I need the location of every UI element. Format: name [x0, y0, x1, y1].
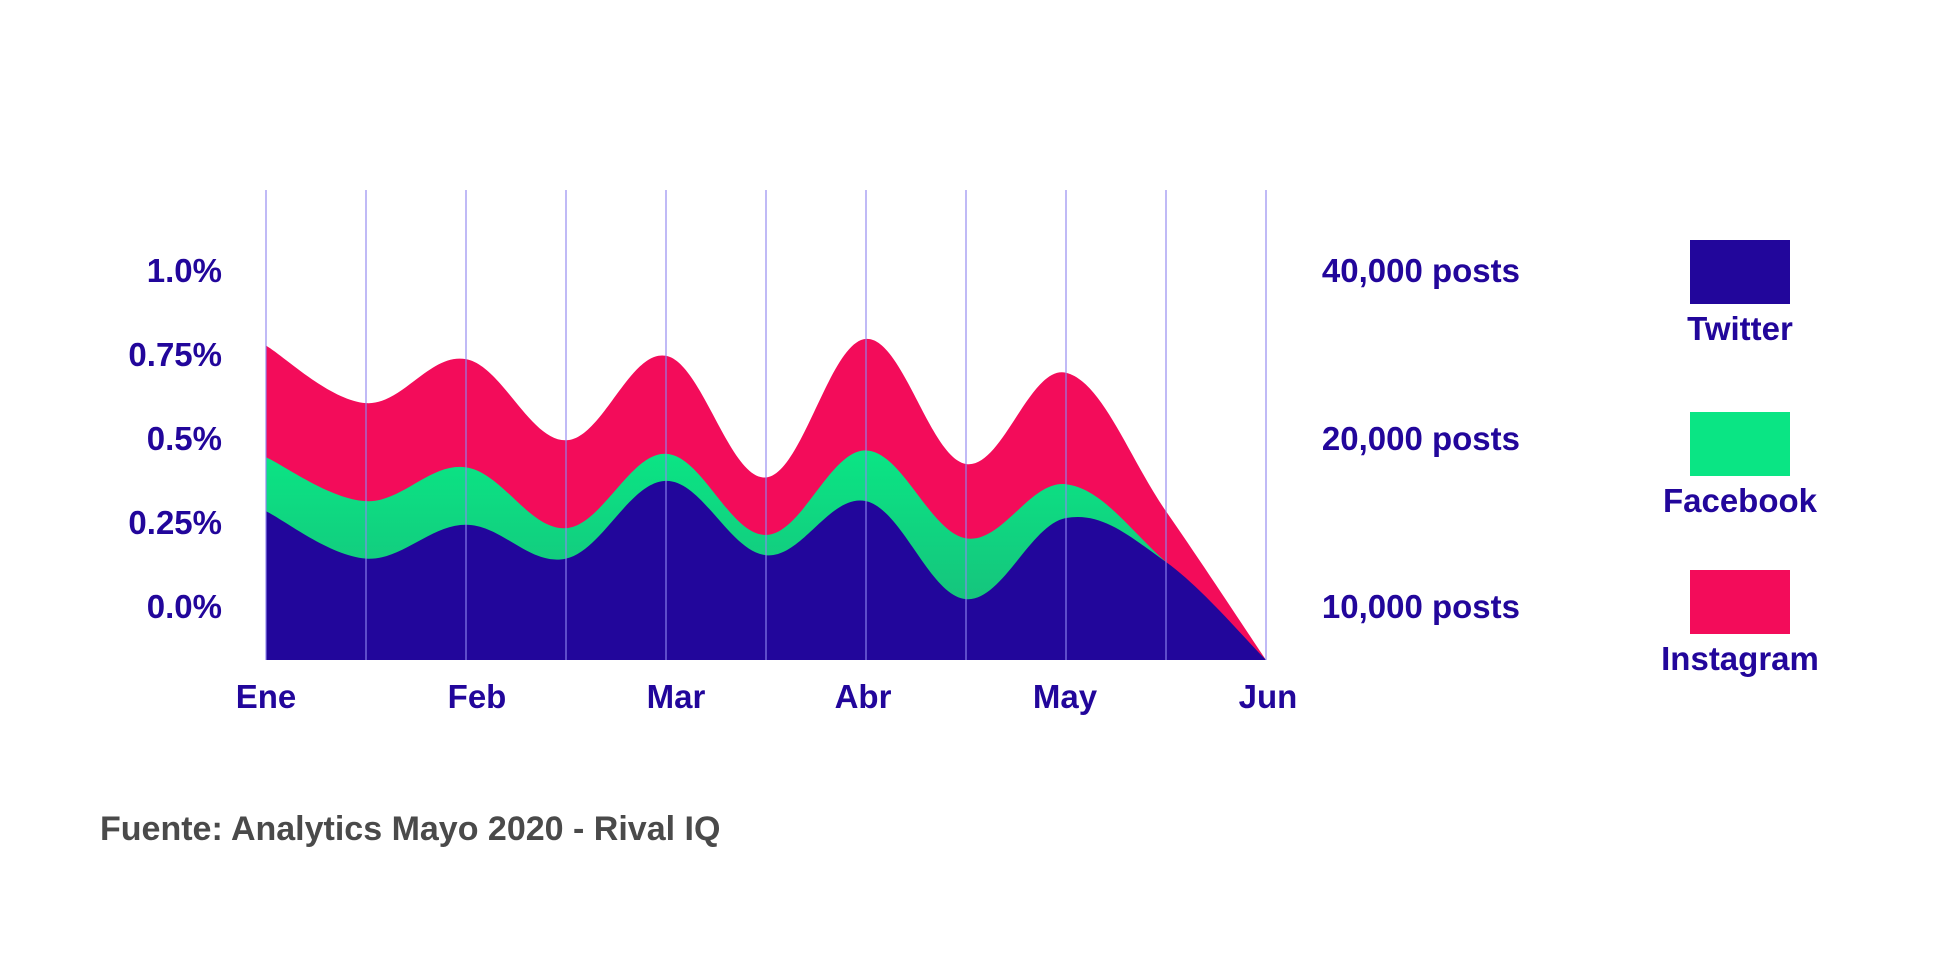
y-right-tick-label: 40,000 posts	[1322, 252, 1520, 289]
legend-item-instagram: Instagram	[1620, 570, 1860, 678]
legend-label: Facebook	[1662, 482, 1818, 519]
x-axis: Ene Feb Mar Abr May Jun	[236, 678, 1298, 715]
y-left-tick-label: 0.75%	[128, 336, 222, 373]
gridlines	[265, 190, 1267, 660]
x-tick-label: Abr	[835, 678, 892, 715]
x-tick-label: Jun	[1239, 678, 1298, 715]
legend-label: Twitter	[1687, 310, 1793, 347]
legend-swatch	[1690, 412, 1790, 476]
y-right-tick-label: 20,000 posts	[1322, 420, 1520, 457]
legend-swatch	[1690, 570, 1790, 634]
y-axis-left: 1.0% 0.75% 0.5% 0.25% 0.0%	[128, 252, 222, 625]
x-tick-label: May	[1033, 678, 1098, 715]
source-note: Fuente: Analytics Mayo 2020 - Rival IQ	[100, 810, 721, 848]
y-left-tick-label: 1.0%	[147, 252, 222, 289]
y-left-tick-label: 0.0%	[147, 588, 222, 625]
y-axis-right: 40,000 posts 20,000 posts 10,000 posts	[1322, 252, 1520, 625]
y-left-tick-label: 0.25%	[128, 504, 222, 541]
legend-swatch	[1690, 240, 1790, 304]
x-tick-label: Feb	[448, 678, 507, 715]
y-left-tick-label: 0.5%	[147, 420, 222, 457]
x-tick-label: Mar	[647, 678, 706, 715]
legend-item-twitter: Twitter	[1620, 240, 1860, 348]
legend-item-facebook: Facebook	[1620, 412, 1860, 520]
x-tick-label: Ene	[236, 678, 297, 715]
y-right-tick-label: 10,000 posts	[1322, 588, 1520, 625]
legend-label: Instagram	[1661, 640, 1819, 677]
